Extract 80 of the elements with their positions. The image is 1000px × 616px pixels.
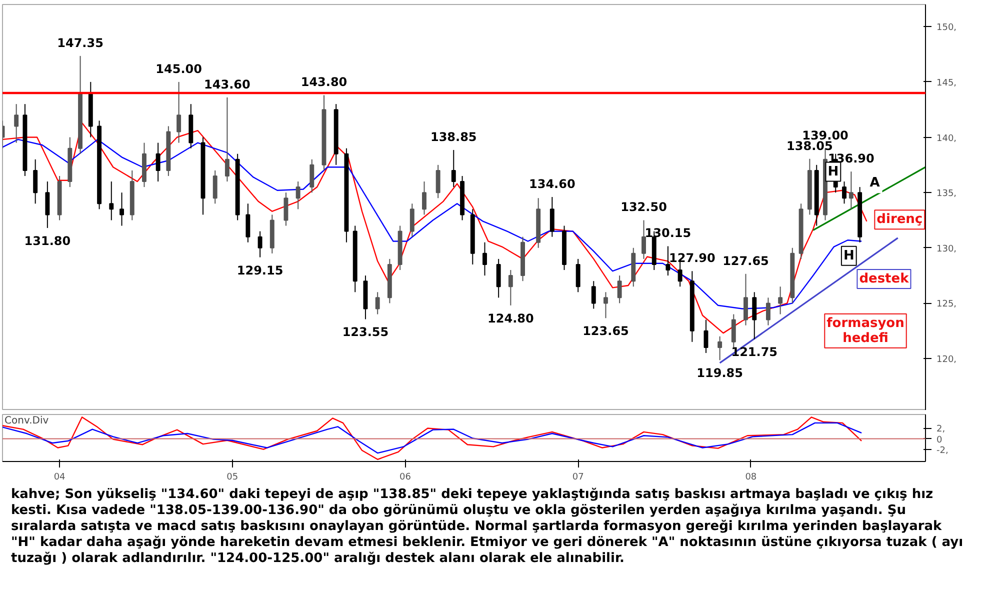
- annotation: 130.15: [644, 226, 692, 240]
- annotation: destek: [859, 271, 910, 286]
- y-tick-label: 130,: [936, 244, 957, 254]
- candlestick: [296, 181, 300, 210]
- x-tick-label: 05: [226, 472, 238, 482]
- x-tick-label: 04: [54, 472, 66, 482]
- annotation: H: [843, 248, 854, 264]
- candlestick: [109, 181, 114, 221]
- candlestick: [766, 297, 770, 326]
- candlestick: [842, 181, 846, 204]
- candlestick: [284, 192, 288, 226]
- annotation: 127.65: [722, 254, 769, 268]
- candlestick: [422, 181, 426, 216]
- candlestick: [45, 181, 50, 228]
- candlestick: [731, 314, 736, 348]
- annotation: 143.60: [204, 77, 250, 92]
- candlestick: [375, 292, 380, 315]
- candlestick: [666, 246, 670, 276]
- annotation: 145.00: [156, 62, 202, 76]
- candlestick: [436, 164, 440, 199]
- y-tick-label: 125,: [936, 300, 957, 310]
- y-tick-label: 120,: [936, 355, 957, 366]
- x-tick-label: 08: [745, 472, 757, 482]
- candlestick: [176, 81, 182, 144]
- annotation: direnç: [876, 212, 923, 228]
- annotation: 138.85: [430, 130, 477, 144]
- candlestick: [14, 104, 19, 144]
- candlestick: [718, 336, 722, 361]
- candlestick: [258, 230, 262, 258]
- candlestick: [212, 170, 218, 204]
- candlestick: [451, 149, 456, 188]
- annotation: H: [828, 164, 839, 180]
- annotation: 124.80: [488, 311, 534, 326]
- candlestick: [246, 203, 250, 243]
- y-tick-label: -2,: [936, 446, 948, 456]
- candlestick: [604, 292, 608, 319]
- candlestick: [778, 286, 783, 315]
- candlestick: [642, 220, 646, 260]
- candlestick: [591, 280, 596, 310]
- candlestick: [508, 270, 513, 306]
- candlestick: [704, 319, 708, 354]
- line-series: [2, 422, 862, 454]
- candlestick: [156, 142, 160, 182]
- annotation: 143.80: [300, 75, 348, 90]
- candlestick: [744, 273, 748, 326]
- candlestick: [550, 196, 554, 238]
- annotation: A: [870, 176, 880, 191]
- annotation: 119.85: [696, 366, 743, 380]
- annotation: 123.55: [342, 325, 389, 340]
- annotation: 134.60: [529, 176, 576, 191]
- candlestick: [33, 158, 38, 204]
- x-tick-label: 06: [400, 472, 412, 482]
- chart-title: Conv.Div: [4, 416, 49, 426]
- annotation: formasyon hedefi: [826, 316, 904, 346]
- candlestick: [310, 158, 314, 194]
- y-tick-label: 135,: [936, 189, 957, 200]
- candlestick: [848, 171, 854, 210]
- y-tick-label: 2,: [936, 424, 946, 435]
- text: kahve; Son yükseliş "134.60" daki tepeyi de aşıp "138.85" deki tepeye yaklaştığında satış baskısı artmaya başladı ve çıkış hız kesti. Kısa vadede "138.05-139.00-136.90" da obo görünümü oluştu ve okla gösterilen yerden aşağıya kırılma yaşandı. Şu sıralarda satışta ve macd satış baskısını onaylayan görüntüde. Normal şartlarda formasyon gereği kırılma yerinden başlayarak "H" kadar daha aşağı yönde hareketin devam etmesi beklenir. Etmiyor ve geri dönerek "A" noktasının üstüne çıkıyorsa tuzak ( ayı tuzağı ) olarak adlandırılır. "124.00-125.00" aralığı destek alanı olarak ele alınabilir.: [10, 487, 964, 567]
- candlestick: [410, 203, 414, 238]
- annotation: 123.65: [582, 324, 629, 338]
- line-series: [2, 416, 862, 460]
- candlestick: [752, 292, 757, 340]
- candlestick: [576, 258, 580, 293]
- annotation: 129.15: [236, 263, 284, 278]
- y-tick-label: 0: [936, 435, 942, 446]
- annotation: 127.90: [669, 251, 716, 266]
- annotation: 132.50: [620, 200, 667, 214]
- y-tick-label: 140,: [936, 134, 957, 144]
- y-tick-label: 150,: [936, 23, 957, 34]
- annotation: 147.35: [57, 36, 104, 50]
- candlestick: [617, 275, 622, 304]
- annotation: 131.80: [24, 234, 71, 248]
- x-tick-label: 07: [572, 472, 584, 482]
- candlestick: [482, 242, 487, 276]
- annotation: 121.75: [731, 345, 778, 360]
- candlestick: [496, 258, 501, 298]
- y-tick-label: 145,: [936, 78, 957, 88]
- candlestick: [224, 96, 230, 182]
- candlestick: [120, 192, 124, 226]
